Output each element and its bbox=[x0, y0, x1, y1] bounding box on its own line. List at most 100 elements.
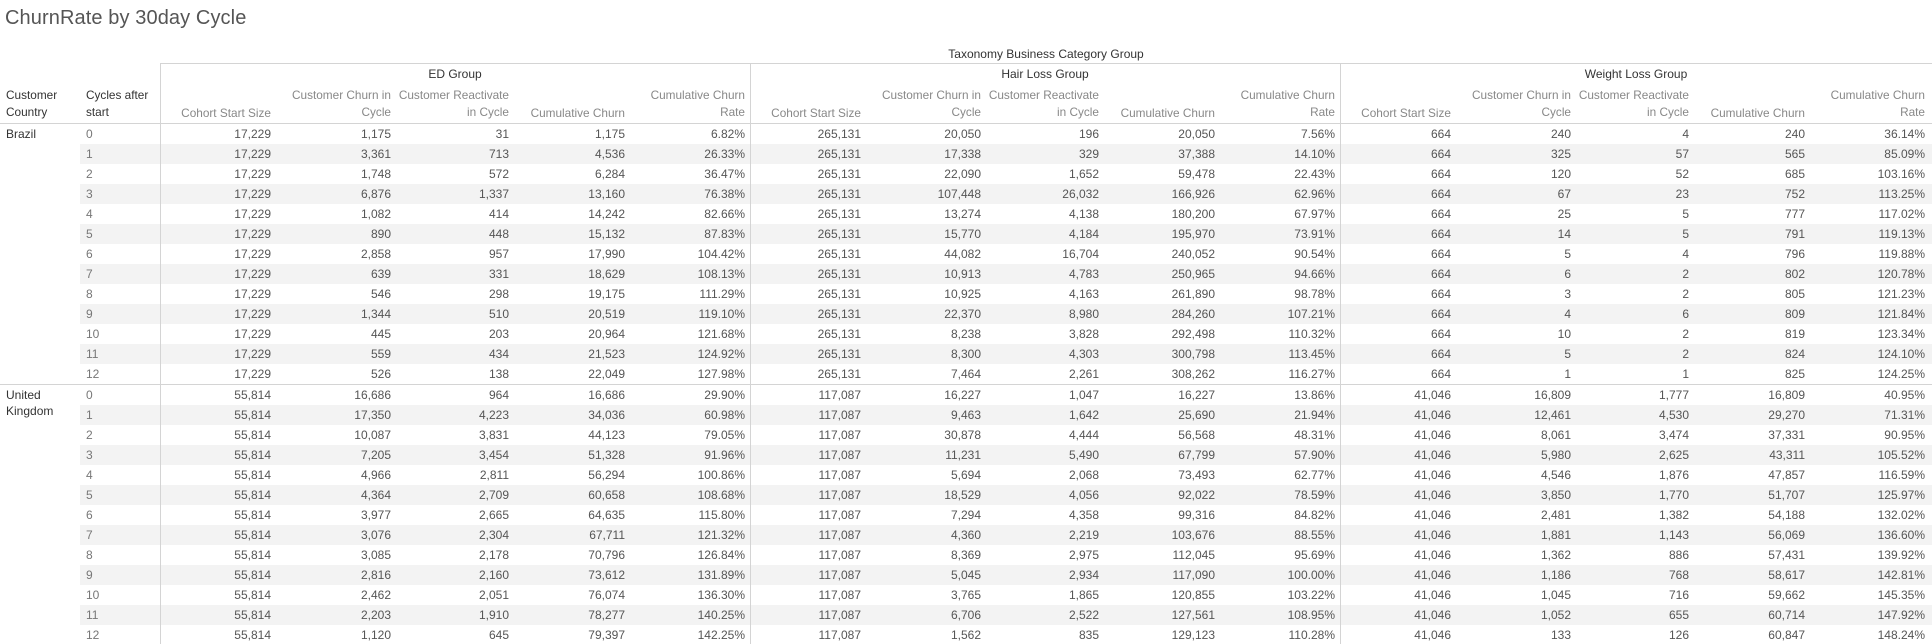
cycle-cell: 5 bbox=[86, 227, 93, 241]
value-cell: 21,523 bbox=[588, 347, 625, 361]
value-cell: 664 bbox=[1430, 147, 1451, 161]
cycle-cell: 10 bbox=[86, 327, 100, 341]
value-cell: 448 bbox=[488, 227, 509, 241]
value-cell: 43,311 bbox=[1769, 448, 1805, 462]
value-cell: 98.78% bbox=[1294, 287, 1335, 301]
value-cell: 572 bbox=[488, 167, 509, 181]
table-row: 3 55,814 7,205 3,454 51,328 91.96% 117,087 11,2… bbox=[0, 445, 1932, 465]
value-cell: 14.10% bbox=[1294, 147, 1335, 161]
value-cell: 120.78% bbox=[1877, 267, 1925, 281]
value-cell: 298 bbox=[488, 287, 509, 301]
value-cell: 510 bbox=[488, 307, 509, 321]
cycle-cell: 9 bbox=[86, 307, 93, 321]
cycle-cell: 10 bbox=[86, 588, 100, 602]
value-cell: 265,131 bbox=[817, 147, 861, 161]
value-cell: 559 bbox=[370, 347, 391, 361]
value-cell: 22,370 bbox=[944, 307, 981, 321]
value-cell: 41,046 bbox=[1414, 608, 1451, 622]
value-cell: 82.66% bbox=[704, 207, 745, 221]
value-cell: 119.88% bbox=[1878, 247, 1925, 261]
value-cell: 117,087 bbox=[818, 488, 862, 502]
value-cell: 36.14% bbox=[1884, 127, 1925, 141]
value-cell: 284,260 bbox=[1171, 307, 1215, 321]
value-cell: 4 bbox=[1564, 307, 1571, 321]
value-cell: 139.92% bbox=[1877, 548, 1925, 562]
value-cell: 964 bbox=[488, 388, 509, 402]
value-cell: 1,642 bbox=[1068, 408, 1099, 422]
value-cell: 265,131 bbox=[817, 307, 861, 321]
column-header: Cohort Start Size bbox=[1361, 106, 1451, 120]
cycle-cell: 0 bbox=[86, 127, 93, 141]
table-row: 4 17,229 1,082 414 14,242 82.66% 265,131 13,274… bbox=[0, 204, 1932, 224]
value-cell: 4,966 bbox=[360, 468, 391, 482]
value-cell: 664 bbox=[1430, 327, 1451, 341]
value-cell: 16,809 bbox=[1534, 388, 1571, 402]
value-cell: 639 bbox=[370, 267, 391, 281]
value-cell: 325 bbox=[1550, 147, 1571, 161]
value-cell: 136.30% bbox=[697, 588, 745, 602]
cycle-cell: 12 bbox=[86, 367, 100, 381]
value-cell: 16,704 bbox=[1062, 247, 1099, 261]
cycle-cell: 2 bbox=[86, 428, 93, 442]
value-cell: 15,132 bbox=[588, 227, 625, 241]
table-row: 0 17,229 1,175 31 1,175 6.82% 265,131 20,050 196… bbox=[0, 124, 1932, 144]
value-cell: 292,498 bbox=[1171, 327, 1215, 341]
cycle-cell: 4 bbox=[86, 207, 93, 221]
value-cell: 91.96% bbox=[704, 448, 745, 462]
value-cell: 136.60% bbox=[1877, 528, 1925, 542]
value-cell: 29,270 bbox=[1768, 408, 1805, 422]
value-cell: 41,046 bbox=[1414, 428, 1451, 442]
column-header: Cohort Start Size bbox=[771, 106, 861, 120]
value-cell: 4 bbox=[1682, 127, 1689, 141]
value-cell: 768 bbox=[1668, 568, 1689, 582]
cycle-cell: 8 bbox=[86, 548, 93, 562]
column-header: Customer Reactivate in Cycle bbox=[398, 88, 509, 119]
value-cell: 51,707 bbox=[1768, 488, 1805, 502]
value-cell: 55,814 bbox=[234, 608, 271, 622]
value-cell: 716 bbox=[1668, 588, 1689, 602]
value-cell: 78,277 bbox=[588, 608, 625, 622]
value-cell: 2 bbox=[1682, 347, 1689, 361]
value-cell: 16,809 bbox=[1768, 388, 1805, 402]
value-cell: 664 bbox=[1430, 367, 1451, 381]
value-cell: 41,046 bbox=[1414, 448, 1451, 462]
value-cell: 5,980 bbox=[1540, 448, 1571, 462]
table-row: 3 17,229 6,876 1,337 13,160 76.38% 265,131 107,… bbox=[0, 184, 1932, 204]
value-cell: 3,977 bbox=[360, 508, 391, 522]
group-header-hair-loss: Hair Loss Group bbox=[1001, 67, 1089, 81]
value-cell: 3,474 bbox=[1658, 428, 1689, 442]
value-cell: 104.42% bbox=[697, 247, 745, 261]
cycle-cell: 3 bbox=[86, 448, 93, 462]
value-cell: 31 bbox=[495, 127, 509, 141]
value-cell: 16,686 bbox=[588, 388, 625, 402]
value-cell: 2,481 bbox=[1540, 508, 1571, 522]
value-cell: 265,131 bbox=[817, 187, 861, 201]
value-cell: 142.25% bbox=[697, 628, 745, 642]
value-cell: 2,858 bbox=[360, 247, 391, 261]
value-cell: 1,770 bbox=[1658, 488, 1689, 502]
table-row: 10 17,229 445 203 20,964 121.68% 265,131 8,238 3… bbox=[0, 324, 1932, 344]
value-cell: 145.35% bbox=[1877, 588, 1925, 602]
value-cell: 2,816 bbox=[360, 568, 391, 582]
value-cell: 26.33% bbox=[704, 147, 745, 161]
value-cell: 17,229 bbox=[234, 267, 271, 281]
value-cell: 55,814 bbox=[234, 548, 271, 562]
value-cell: 664 bbox=[1430, 187, 1451, 201]
value-cell: 26,032 bbox=[1062, 187, 1099, 201]
value-cell: 138 bbox=[488, 367, 509, 381]
value-cell: 2,160 bbox=[478, 568, 509, 582]
value-cell: 13,160 bbox=[588, 187, 625, 201]
value-cell: 121.84% bbox=[1877, 307, 1925, 321]
value-cell: 240 bbox=[1550, 127, 1571, 141]
value-cell: 17,229 bbox=[234, 347, 271, 361]
table-row: 7 55,814 3,076 2,304 67,711 121.32% 117,087 4,3… bbox=[0, 525, 1932, 545]
value-cell: 645 bbox=[488, 628, 509, 642]
value-cell: 13,274 bbox=[944, 207, 981, 221]
group-divider bbox=[1340, 63, 1341, 644]
cycle-cell: 0 bbox=[86, 388, 93, 402]
header-bottom-line bbox=[0, 123, 1932, 124]
value-cell: 4,360 bbox=[950, 528, 981, 542]
value-cell: 414 bbox=[488, 207, 509, 221]
value-cell: 41,046 bbox=[1414, 528, 1451, 542]
value-cell: 240 bbox=[1784, 127, 1805, 141]
